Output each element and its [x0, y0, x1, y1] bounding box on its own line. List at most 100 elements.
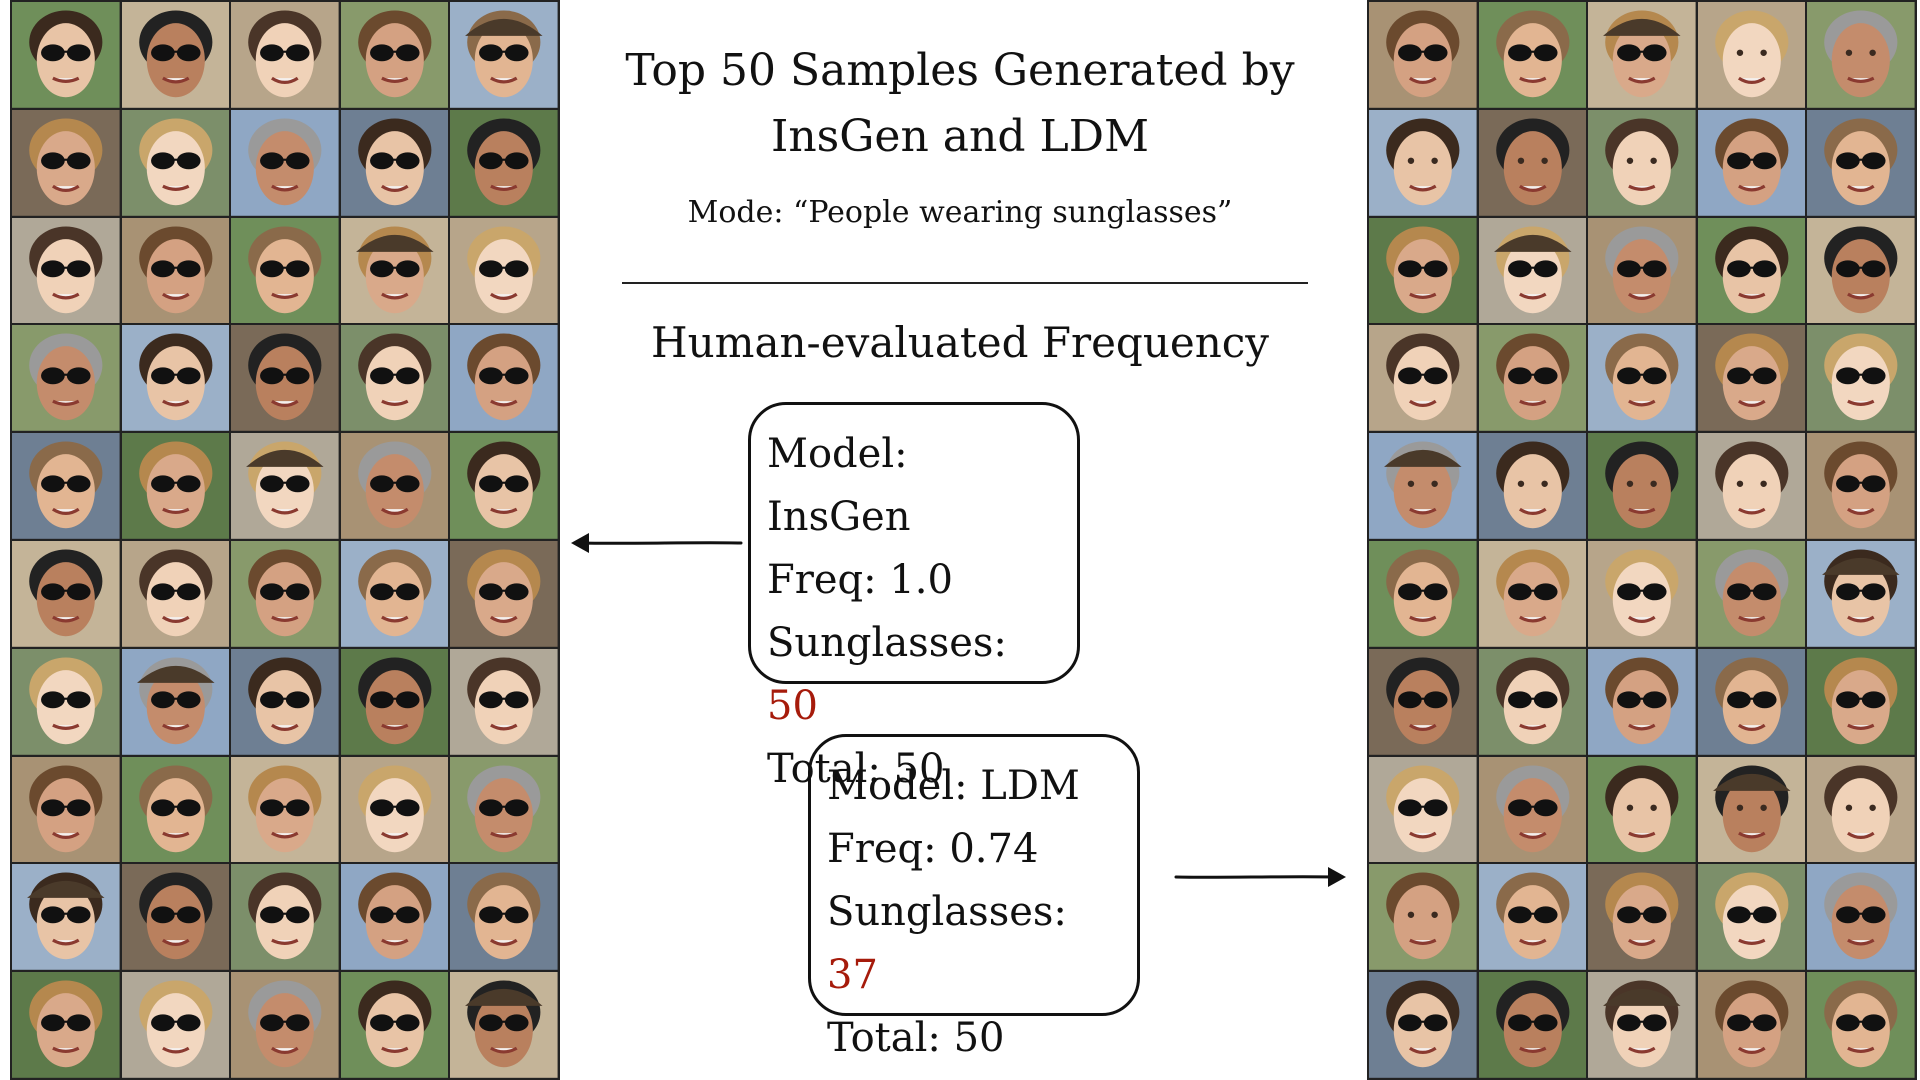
- section-heading: Human-evaluated Frequency: [650, 318, 1270, 367]
- ldm-face-thumbnail: [1588, 756, 1696, 863]
- ldm-face-thumbnail: [1588, 109, 1696, 216]
- figure-title: Top 50 Samples Generated by InsGen and L…: [600, 38, 1320, 170]
- ldm-face-thumbnail: [1478, 756, 1587, 863]
- insgen-face-thumbnail: [12, 325, 120, 432]
- insgen-face-thumbnail: [450, 541, 558, 647]
- ldm-face-thumbnail: [1478, 864, 1587, 971]
- insgen-face-thumbnail: [340, 541, 449, 647]
- ldm-face-thumbnail: [1697, 972, 1806, 1078]
- ldm-face-thumbnail: [1807, 648, 1915, 755]
- ldm-face-thumbnail: [1478, 2, 1587, 108]
- ldm-face-thumbnail: [1697, 433, 1806, 539]
- title-line-1: Top 50 Samples Generated by: [625, 45, 1295, 96]
- insgen-face-thumbnail: [121, 972, 230, 1078]
- ldm-model-label: Model: LDM: [827, 763, 1080, 809]
- ldm-face-thumbnail: [1697, 648, 1806, 755]
- ldm-face-thumbnail: [1807, 2, 1915, 108]
- ldm-face-thumbnail: [1697, 756, 1806, 863]
- insgen-face-thumbnail: [231, 648, 339, 755]
- insgen-face-thumbnail: [450, 756, 558, 863]
- insgen-face-thumbnail: [12, 217, 120, 324]
- insgen-face-thumbnail: [231, 864, 339, 971]
- ldm-face-thumbnail: [1807, 217, 1915, 324]
- ldm-face-thumbnail: [1478, 217, 1587, 324]
- ldm-face-thumbnail: [1369, 109, 1477, 216]
- mode-caption: Mode: “People wearing sunglasses”: [687, 195, 1233, 230]
- insgen-face-thumbnail: [12, 648, 120, 755]
- ldm-sunglasses-count: 37: [827, 952, 878, 998]
- ldm-face-thumbnail: [1588, 325, 1696, 432]
- insgen-face-thumbnail: [231, 217, 339, 324]
- insgen-face-thumbnail: [340, 433, 449, 539]
- ldm-face-thumbnail: [1478, 433, 1587, 539]
- insgen-face-thumbnail: [450, 325, 558, 432]
- ldm-face-thumbnail: [1588, 972, 1696, 1078]
- ldm-face-thumbnail: [1697, 217, 1806, 324]
- insgen-face-thumbnail: [231, 2, 339, 108]
- insgen-sunglasses-label: Sunglasses:: [767, 620, 1007, 666]
- insgen-face-thumbnail: [121, 2, 230, 108]
- insgen-face-thumbnail: [231, 972, 339, 1078]
- ldm-face-thumbnail: [1588, 2, 1696, 108]
- ldm-face-thumbnail: [1697, 541, 1806, 647]
- ldm-face-thumbnail: [1369, 864, 1477, 971]
- insgen-face-thumbnail: [340, 864, 449, 971]
- arrow-left-icon: [571, 533, 743, 553]
- insgen-face-thumbnail: [121, 648, 230, 755]
- ldm-sunglasses-label: Sunglasses:: [827, 889, 1067, 935]
- insgen-face-thumbnail: [12, 433, 120, 539]
- ldm-face-thumbnail: [1478, 325, 1587, 432]
- ldm-face-thumbnail: [1697, 109, 1806, 216]
- ldm-face-thumbnail: [1807, 541, 1915, 647]
- insgen-face-thumbnail: [121, 864, 230, 971]
- ldm-face-thumbnail: [1588, 217, 1696, 324]
- title-line-2: InsGen and LDM: [770, 111, 1150, 162]
- ldm-face-thumbnail: [1478, 541, 1587, 647]
- insgen-face-thumbnail: [121, 325, 230, 432]
- insgen-face-thumbnail: [12, 864, 120, 971]
- insgen-face-thumbnail: [450, 217, 558, 324]
- ldm-face-thumbnail: [1369, 325, 1477, 432]
- divider-line: [622, 282, 1308, 284]
- insgen-sunglasses-row: Sunglasses: 50: [767, 612, 1061, 738]
- insgen-face-thumbnail: [12, 109, 120, 216]
- insgen-face-thumbnail: [12, 541, 120, 647]
- insgen-face-thumbnail: [231, 325, 339, 432]
- ldm-face-thumbnail: [1697, 864, 1806, 971]
- ldm-face-thumbnail: [1369, 2, 1477, 108]
- insgen-face-thumbnail: [450, 433, 558, 539]
- insgen-face-thumbnail: [12, 756, 120, 863]
- insgen-face-thumbnail: [340, 325, 449, 432]
- insgen-face-thumbnail: [340, 2, 449, 108]
- ldm-face-thumbnail: [1588, 433, 1696, 539]
- ldm-face-thumbnail: [1369, 433, 1477, 539]
- ldm-face-thumbnail: [1478, 648, 1587, 755]
- insgen-face-thumbnail: [231, 109, 339, 216]
- insgen-total-label: Total: 50: [767, 746, 945, 792]
- ldm-face-thumbnail: [1478, 972, 1587, 1078]
- ldm-face-thumbnail: [1807, 756, 1915, 863]
- insgen-sunglasses-count: 50: [767, 683, 818, 729]
- insgen-face-thumbnail: [121, 217, 230, 324]
- insgen-face-thumbnail: [340, 109, 449, 216]
- ldm-face-thumbnail: [1807, 109, 1915, 216]
- ldm-face-thumbnail: [1588, 648, 1696, 755]
- insgen-face-thumbnail: [121, 109, 230, 216]
- ldm-face-thumbnail: [1369, 541, 1477, 647]
- insgen-face-thumbnail: [340, 217, 449, 324]
- ldm-sample-grid: [1367, 0, 1917, 1080]
- arrow-right-icon: [1174, 867, 1346, 887]
- insgen-face-thumbnail: [121, 541, 230, 647]
- insgen-face-thumbnail: [12, 2, 120, 108]
- ldm-face-thumbnail: [1369, 756, 1477, 863]
- insgen-face-thumbnail: [450, 109, 558, 216]
- insgen-face-thumbnail: [231, 756, 339, 863]
- ldm-stats-box: Model: LDM Freq: 0.74 Sunglasses: 37 Tot…: [808, 734, 1140, 1061]
- insgen-sample-grid: [10, 0, 560, 1080]
- ldm-face-thumbnail: [1807, 433, 1915, 539]
- ldm-face-thumbnail: [1807, 864, 1915, 971]
- ldm-face-thumbnail: [1697, 325, 1806, 432]
- insgen-face-thumbnail: [231, 541, 339, 647]
- ldm-face-thumbnail: [1697, 2, 1806, 108]
- insgen-model-label: Model: InsGen: [767, 431, 911, 540]
